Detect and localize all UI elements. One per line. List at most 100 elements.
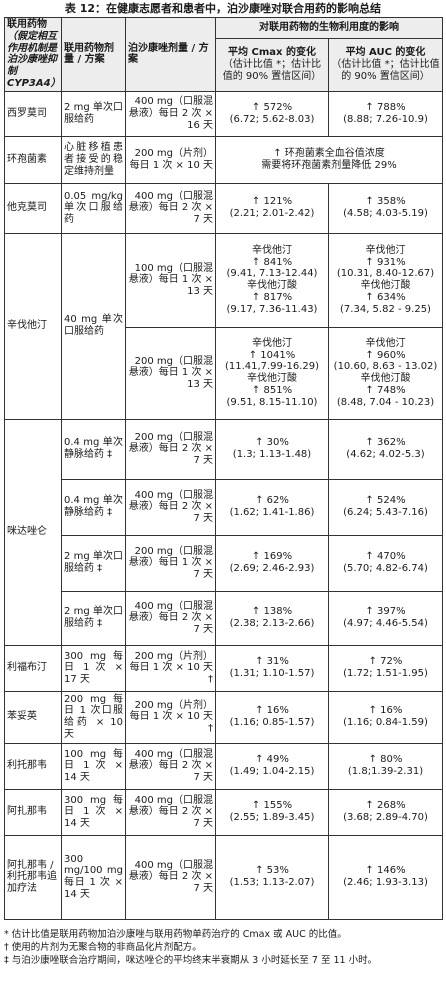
cmax-change: ↑ 169% xyxy=(251,551,293,563)
posa-cell: 100 mg（口服混悬液）每日 1 次 × 13 天 xyxy=(125,232,216,328)
dose-cell: 0.4 mg 单次静脉给药 ‡ xyxy=(61,418,126,480)
cmax-cell: ↑ 31% (1.31; 1.10-1.57) xyxy=(215,644,329,692)
cmax-ci: (6.72; 5.62-8.03) xyxy=(229,113,315,125)
drug-cell: 辛伐他汀 xyxy=(4,232,62,420)
footnote-ratio: * 估计比值是联用药物加泊沙康唑与联用药物单药治疗的 Cmax 或 AUC 的比… xyxy=(4,929,347,940)
cmax-acid-label: 辛伐他汀酸 xyxy=(247,373,297,385)
auc-cell: 辛伐他汀 ↑ 960% (10.60, 8.63 - 13.02) 辛伐他汀酸 … xyxy=(328,326,443,420)
cmax-acid-change: ↑ 851% xyxy=(251,385,293,397)
posa-cell: 400 mg（口服混悬液）每日 2 次 × 7 天 xyxy=(125,742,216,790)
auc-cell: ↑ 268% (3.68; 2.89-4.70) xyxy=(328,788,443,836)
table-row: 阿扎那韦 300 mg 每日 1 次 × 14 天 400 mg（口服混悬液）每… xyxy=(4,788,443,836)
cmax-change: ↑ 53% xyxy=(255,865,289,877)
cmax-change: ↑ 31% xyxy=(255,656,289,668)
header-cmax-title: 平均 Cmax 的变化 xyxy=(228,46,316,58)
drug-cell: 他克莫司 xyxy=(4,182,62,234)
merged-line-2: 需要将环孢菌素剂量降低 29% xyxy=(261,159,397,171)
drug-cell: 苯妥英 xyxy=(4,690,62,744)
auc-change: ↑ 72% xyxy=(368,656,403,668)
merged-line-1: ↑ 环孢菌素全血谷值浓度 xyxy=(273,147,385,159)
cmax-change: ↑ 16% xyxy=(255,705,289,717)
cmax-cell: ↑ 169% (2.69; 2.46-2.93) xyxy=(215,534,329,592)
cmax-change: ↑ 572% xyxy=(251,101,293,113)
posa-cell: 200 mg（口服混悬液）每日 1 次 × 13 天 xyxy=(125,326,216,420)
dose-cell: 2 mg 单次口服给药 ‡ xyxy=(61,534,126,592)
auc-cell: ↑ 362% (4.62; 4.02-5.3) xyxy=(328,418,443,480)
drug-cell: 阿扎那韦 / 利托那韦追加疗法 xyxy=(4,834,62,920)
posa-cell: 400 mg（口服混悬液）每日 2 次 × 7 天 xyxy=(125,182,216,234)
auc-sim-label: 辛伐他汀 xyxy=(365,337,406,349)
drug-cell: 西罗莫司 xyxy=(4,90,62,137)
cmax-cell: ↑ 16% (1.16; 0.85-1.57) xyxy=(215,690,329,744)
cmax-change: ↑ 138% xyxy=(251,606,293,618)
auc-cell: ↑ 358% (4.58; 4.03-5.19) xyxy=(328,182,443,234)
auc-ci: (8.88; 7.26-10.9) xyxy=(343,113,428,125)
cmax-cell: ↑ 138% (2.38; 2.13-2.66) xyxy=(215,590,329,646)
auc-sim-ci: (10.31, 8.40-12.67) xyxy=(336,268,435,280)
auc-ci: (3.68; 2.89-4.70) xyxy=(343,812,428,824)
cmax-change: ↑ 155% xyxy=(251,800,293,812)
cmax-acid-ci: (9.17, 7.36-11.43) xyxy=(226,303,318,315)
cmax-cell: ↑ 121% (2.21; 2.01-2.42) xyxy=(215,182,329,234)
auc-acid-label: 辛伐他汀酸 xyxy=(360,373,411,385)
cmax-ci: (1.3; 1.13-1.48) xyxy=(232,449,312,461)
posa-cell: 400 mg（口服混悬液）每日 2 次 × 7 天 xyxy=(125,834,216,920)
header-effect-span: 对联用药物的生物利用度的影响 xyxy=(215,17,443,39)
header-coadmin-dose: 联用药物剂量 / 方案 xyxy=(61,17,126,92)
dose-cell: 0.4 mg 单次静脉给药 ‡ xyxy=(61,478,126,536)
table-title: 表 12：在健康志愿者和患者中，泊沙康唑对联合用药的影响总结 xyxy=(64,2,382,15)
cmax-ci: (1.53; 1.13-2.07) xyxy=(229,877,315,889)
header-row-1: 联用药物 （假定相互作用机制是泊沙康唑抑制CYP3A4） 联用药物剂量 / 方案… xyxy=(4,17,443,92)
table-row: 辛伐他汀 40 mg 单次口服给药 100 mg（口服混悬液）每日 1 次 × … xyxy=(4,232,443,420)
auc-sim-change: ↑ 931% xyxy=(365,256,406,268)
interaction-table: 联用药物 （假定相互作用机制是泊沙康唑抑制CYP3A4） 联用药物剂量 / 方案… xyxy=(4,17,443,920)
auc-ci: (4.58; 4.03-5.19) xyxy=(343,208,428,220)
cmax-change: ↑ 49% xyxy=(255,754,289,766)
header-auc-title: 平均 AUC 的变化 xyxy=(345,46,426,58)
auc-change: ↑ 80% xyxy=(368,754,403,766)
dose-cell: 300 mg 每日 1 次 × 17 天 xyxy=(61,644,126,692)
header-coadmin-drug: 联用药物 （假定相互作用机制是泊沙康唑抑制CYP3A4） xyxy=(4,17,62,92)
posa-cell: 200 mg（片剂）每日 1 次 × 10 天 † xyxy=(125,644,216,692)
auc-change: ↑ 362% xyxy=(365,437,406,449)
header-cmax-note: （估计比值 *；估计比值的 90% 置信区间） xyxy=(222,58,322,82)
cmax-cell: 辛伐他汀 ↑ 1041% (11.41,7.99-16.29) 辛伐他汀酸 ↑ … xyxy=(215,326,329,420)
auc-ci: (4.62; 4.02-5.3) xyxy=(346,449,425,461)
table-row: 西罗莫司 2 mg 单次口服给药 400 mg（口服混悬液）每日 2 次 × 1… xyxy=(4,90,443,137)
cmax-cell: ↑ 53% (1.53; 1.13-2.07) xyxy=(215,834,329,920)
auc-sim-label: 辛伐他汀 xyxy=(365,244,406,256)
posa-cell: 200 mg（片剂）每日 1 次 × 10 天 xyxy=(125,135,216,184)
auc-cell: ↑ 16% (1.16; 0.84-1.59) xyxy=(328,690,443,744)
cmax-ci: (2.55; 1.89-3.45) xyxy=(229,812,315,824)
table-row: 他克莫司 0.05 mg/kg 单次口服给药 400 mg（口服混悬液）每日 2… xyxy=(4,182,443,234)
cmax-ci: (2.38; 2.13-2.66) xyxy=(229,618,315,630)
cmax-sim-ci: (11.41,7.99-16.29) xyxy=(224,361,320,373)
header-auc: 平均 AUC 的变化 （估计比值 *；估计比值的 90% 置信区间） xyxy=(328,37,443,92)
table-row: 阿扎那韦 / 利托那韦追加疗法 300 mg/100 mg 每日 1 次 × 1… xyxy=(4,834,443,920)
dose-cell: 100 mg 每日 1 次 × 14 天 xyxy=(61,742,126,790)
cmax-cell: ↑ 30% (1.3; 1.13-1.48) xyxy=(215,418,329,480)
table-row: 苯妥英 200 mg 每日 1 次口服给药 × 10 天 200 mg（片剂）每… xyxy=(4,690,443,744)
table-row: 0.4 mg 单次静脉给药 ‡ 400 mg（口服混悬液）每日 2 次 × 7 … xyxy=(5,478,443,536)
auc-acid-ci: (7.34, 5.82 - 9.25) xyxy=(340,303,431,315)
cmax-ci: (2.21; 2.01-2.42) xyxy=(229,208,315,220)
drug-cell: 阿扎那韦 xyxy=(4,788,62,836)
auc-change: ↑ 268% xyxy=(365,800,406,812)
auc-sim-ci: (10.60, 8.63 - 13.02) xyxy=(333,361,438,373)
auc-change: ↑ 524% xyxy=(365,495,406,507)
auc-ci: (2.46; 1.93-3.13) xyxy=(343,877,428,889)
cmax-acid-label: 辛伐他汀酸 xyxy=(247,280,297,292)
cmax-ci: (2.69; 2.46-2.93) xyxy=(229,563,315,575)
posa-cell: 400 mg（口服混悬液）每日 2 次 × 7 天 xyxy=(125,590,216,646)
table-row: 环孢菌素 心脏移植患者接受的稳定维持剂量 200 mg（片剂）每日 1 次 × … xyxy=(4,135,443,184)
cmax-acid-change: ↑ 817% xyxy=(251,292,293,304)
posa-cell: 400 mg（口服混悬液）每日 2 次 × 7 天 xyxy=(125,478,216,536)
cmax-sim-ci: (9.41, 7.13-12.44) xyxy=(226,268,318,280)
header-row-2: 平均 Cmax 的变化 （估计比值 *；估计比值的 90% 置信区间） 平均 A… xyxy=(5,37,443,92)
auc-sim-change: ↑ 960% xyxy=(365,349,406,361)
dose-cell: 200 mg 每日 1 次口服给药 × 10 天 xyxy=(61,690,126,744)
table-row: 利托那韦 100 mg 每日 1 次 × 14 天 400 mg（口服混悬液）每… xyxy=(4,742,443,790)
header-cmax: 平均 Cmax 的变化 （估计比值 *；估计比值的 90% 置信区间） xyxy=(215,37,329,92)
auc-acid-change: ↑ 748% xyxy=(365,385,406,397)
